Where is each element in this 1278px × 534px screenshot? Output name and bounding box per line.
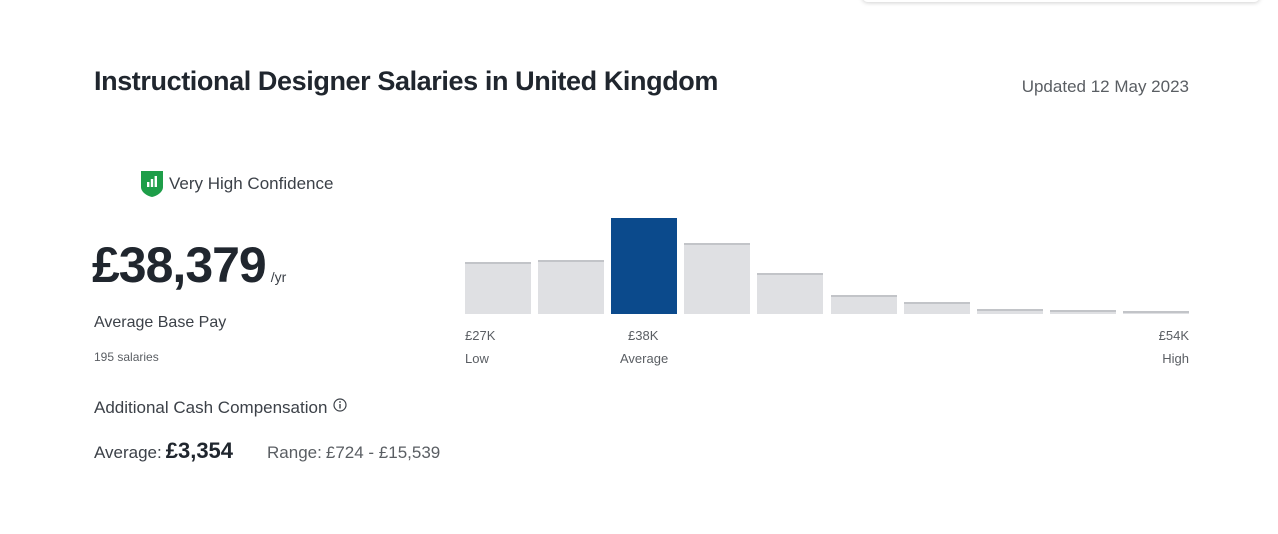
additional-comp-values: Average: £3,354 Range: £724 - £15,539 [94, 438, 440, 464]
histogram-bar-4 [684, 242, 751, 314]
axis-low-label: Low [465, 351, 489, 366]
histogram-bar-2 [538, 260, 605, 314]
info-icon[interactable] [333, 398, 348, 412]
additional-average-label: Average: [94, 443, 162, 462]
histogram-bar-10 [1122, 311, 1189, 314]
base-pay-amount: £38,379 [92, 237, 267, 293]
axis-average-value: £38K [628, 328, 659, 343]
axis-high-value: £54K [1158, 328, 1189, 343]
histogram-bar-9 [1049, 310, 1116, 314]
additional-comp-label: Additional Cash Compensation [94, 398, 328, 417]
histogram-bar-7 [903, 302, 970, 314]
confidence-badge: Very High Confidence [140, 170, 333, 198]
histogram-bar-1 [465, 262, 532, 314]
axis-high-label: High [1162, 351, 1189, 366]
page-title: Instructional Designer Salaries in Unite… [94, 66, 719, 96]
additional-range-label: Range: [267, 443, 322, 462]
additional-range-value: £724 - £15,539 [325, 443, 441, 462]
axis-average-label: Average [620, 351, 669, 366]
base-pay: £38,379 /yr [92, 240, 286, 290]
confidence-label: Very High Confidence [169, 174, 334, 193]
shield-chart-icon [141, 171, 163, 197]
histogram-bar-6 [830, 294, 897, 314]
overlay-popup-edge [862, 0, 1260, 2]
axis-low-value: £27K [465, 328, 496, 343]
salary-distribution-chart [465, 218, 1189, 314]
additional-comp-heading: Additional Cash Compensation [94, 398, 348, 418]
base-pay-label: Average Base Pay [94, 314, 227, 331]
histogram-bar-8 [976, 309, 1043, 314]
histogram-bar-3 [611, 218, 678, 314]
histogram-bar-5 [757, 272, 824, 314]
additional-average-value: £3,354 [165, 438, 234, 463]
updated-date: Updated 12 May 2023 [1021, 77, 1189, 96]
salaries-count: 195 salaries [94, 350, 159, 364]
base-pay-unit: /yr [270, 269, 287, 285]
